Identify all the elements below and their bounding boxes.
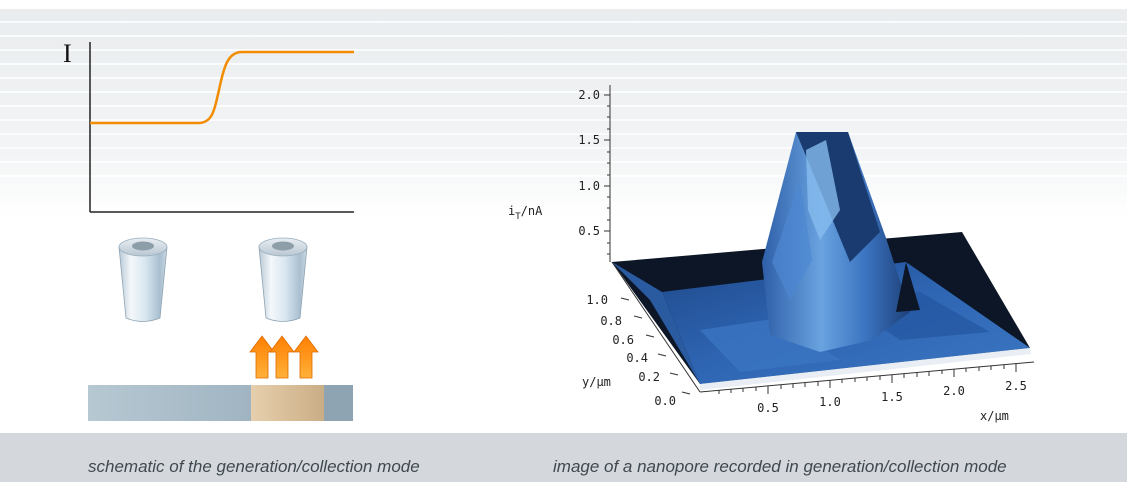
caption-bar [0,433,1127,482]
substrate-with-pore [88,385,353,421]
plot-caption: image of a nanopore recorded in generati… [553,457,1007,476]
surface-dark-notch [896,262,920,312]
x-tick-label: 2.5 [1005,379,1027,393]
y-tick-label: 1.0 [586,293,608,307]
current-plot-axes [89,42,354,213]
y-axis [611,261,701,395]
x-axis-label: x/µm [980,409,1009,423]
schematic-panel: I [63,39,354,421]
x-axis [699,361,1035,394]
z-tick-label: 1.5 [578,133,600,147]
schematic-caption: schematic of the generation/collection m… [88,457,420,476]
current-symbol: I [63,39,72,68]
flux-arrows-icon [249,335,319,379]
y-axis-label: y/µm [582,375,611,389]
x-tick-label: 0.5 [757,401,779,415]
x-tick-label: 2.0 [943,384,965,398]
surface-edge [700,348,1031,390]
z-tick-label: 1.0 [578,179,600,193]
x-tick-label: 1.0 [819,395,841,409]
surface-floor-highlight [700,318,840,372]
z-axis-label: iT/nA [508,204,543,222]
surface-peak-face [772,180,812,300]
z-tick-label: 0.5 [578,224,600,238]
background-grid [0,0,1127,433]
y-tick-label: 0.4 [626,351,648,365]
y-tick-label: 0.8 [600,314,622,328]
tip-right-icon [258,237,308,322]
nanopore-3d-plot: 2.0 1.5 1.0 0.5 iT/nA 1.0 0.8 0.6 0.4 0.… [508,85,1035,423]
surface-peak-highlight [806,140,840,240]
tip-left-icon [118,237,168,322]
z-axis [604,85,611,262]
y-tick-label: 0.6 [612,333,634,347]
z-tick-label: 2.0 [578,88,600,102]
y-tick-label: 0.0 [654,394,676,408]
y-tick-label: 0.2 [638,370,660,384]
x-tick-label: 1.5 [881,390,903,404]
current-step-curve [90,50,354,125]
